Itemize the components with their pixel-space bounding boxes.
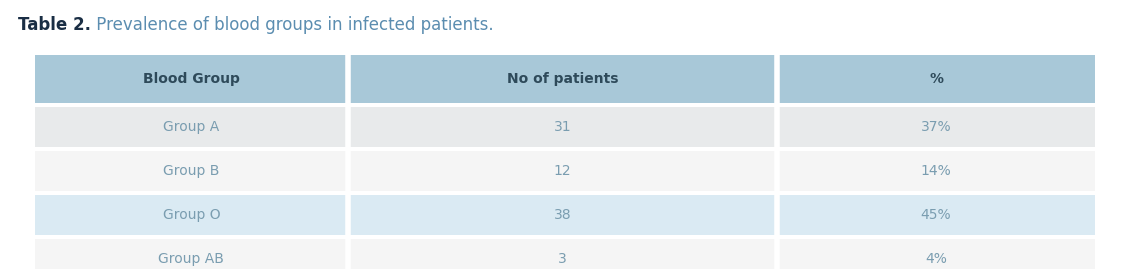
Bar (35, 195, 1094, 235)
Text: %: % (929, 72, 942, 86)
Text: No of patients: No of patients (507, 72, 618, 86)
Bar (35, 55, 1094, 103)
Text: Group B: Group B (163, 164, 220, 178)
Text: 3: 3 (558, 252, 566, 266)
Bar (35, 107, 1094, 147)
Text: 4%: 4% (926, 252, 947, 266)
Bar (35, 151, 1094, 191)
Text: 45%: 45% (921, 208, 951, 222)
Text: Prevalence of blood groups in infected patients.: Prevalence of blood groups in infected p… (91, 16, 493, 34)
Text: 12: 12 (554, 164, 571, 178)
Text: 37%: 37% (921, 120, 951, 134)
Text: Group O: Group O (162, 208, 221, 222)
Text: 14%: 14% (921, 164, 951, 178)
Text: Table 2.: Table 2. (18, 16, 91, 34)
Bar (35, 239, 1094, 269)
Text: Group AB: Group AB (159, 252, 224, 266)
Text: Group A: Group A (163, 120, 220, 134)
Text: 31: 31 (554, 120, 571, 134)
Text: Blood Group: Blood Group (143, 72, 240, 86)
Text: 38: 38 (554, 208, 571, 222)
